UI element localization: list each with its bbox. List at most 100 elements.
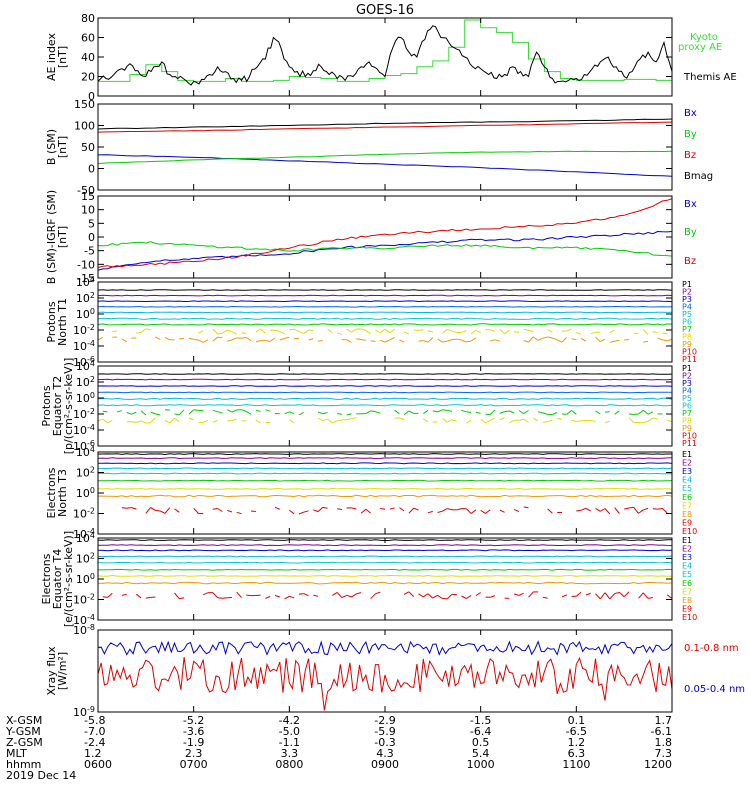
series-segment-e9 [126,507,132,509]
y-tick-label: 102 [76,375,95,389]
x-axis-value: 0800 [275,758,303,771]
plot-area-protons_t1 [98,289,672,343]
series-segment-e9 [217,508,223,512]
series-segment-p8 [169,417,175,424]
series-segment-p8 [164,419,171,424]
series-line-bz [98,198,672,268]
series-line-0.1-0.8-nm [98,656,672,711]
series-segment-p8 [217,332,223,335]
series-segment-p9 [556,339,563,343]
series-segment-p7 [174,413,180,416]
series-segment-p8 [604,420,610,424]
legend-e1: E1 [682,450,692,459]
x-axis-value: -5.2 [183,714,204,727]
series-line-kyoto-proxy-ae [98,19,672,82]
series-segment-p8 [274,329,280,332]
series-segment-e9 [427,510,433,514]
series-segment-e9 [475,592,481,597]
plot-area-electrons_t3 [98,453,672,515]
series-segment-e9 [102,596,108,598]
series-segment-p8 [662,332,668,335]
series-segment-p8 [576,332,582,335]
series-segment-p7 [509,410,515,414]
series-segment-p8 [590,419,596,422]
series-segment-e9 [399,507,405,512]
series-segment-e9 [609,593,615,600]
series-segment-e9 [547,508,553,514]
series-segment-e9 [437,510,443,513]
series-segment-e9 [351,593,357,598]
series-segment-p7 [437,409,443,413]
panel-frame [97,195,673,279]
series-segment-p9 [380,339,386,343]
series-segment-e9 [332,591,338,596]
x-axis-value: 1100 [562,758,590,771]
series-segment-p7 [150,411,156,415]
series-segment-p9 [580,338,587,342]
plot-area-protons_t2 [98,373,672,424]
series-segment-p9 [202,339,209,343]
x-axis-value: 0700 [180,758,208,771]
series-line-e4 [98,467,672,470]
y-axis-label: Xray flux [45,646,58,696]
series-segment-e9 [298,593,304,595]
series-line-e7 [98,487,672,490]
series-segment-e9 [638,592,644,599]
legend-bmag: Bmag [684,171,713,182]
series-segment-e9 [236,591,242,598]
legend-e3: E3 [682,467,692,476]
y-tick-label: 102 [76,552,95,566]
legend-e8: E8 [682,596,692,605]
series-segment-p9 [490,339,496,342]
legend-e7: E7 [682,501,692,510]
series-segment-p8 [222,329,228,334]
legend-p3: P3 [682,295,692,304]
series-segment-p7 [116,410,123,413]
series-segment-p7 [370,410,376,413]
series-segment-p8 [518,418,524,421]
series-segment-p8 [174,417,180,423]
series-segment-e9 [246,594,252,597]
series-segment-e9 [336,592,343,598]
series-segment-e9 [446,593,453,600]
series-segment-e9 [624,507,630,510]
y-axis-label: B (SM) [45,129,58,165]
series-line-p3 [98,385,672,387]
x-axis-value: -4.2 [279,714,300,727]
series-segment-p8 [227,329,233,332]
legend-e5: E5 [682,570,692,579]
series-segment-p8 [652,331,658,334]
series-segment-e9 [251,510,256,512]
y-tick-label: 5 [88,217,95,230]
series-segment-e9 [418,593,424,598]
legend-themis-ae: Themis AE [683,72,737,83]
series-segment-p7 [131,411,137,415]
x-axis-value: -0.3 [374,736,395,749]
y-tick-label: 100 [76,307,95,321]
series-segment-e9 [174,592,180,600]
series-segment-p8 [461,330,467,334]
series-segment-p8 [140,420,147,424]
series-segment-p9 [255,339,261,343]
y-tick-label: -5 [84,245,95,258]
legend-e3: E3 [682,553,692,562]
series-segment-e9 [466,594,472,599]
series-segment-e9 [561,594,567,598]
series-segment-e9 [174,508,180,513]
series-line-p4 [98,305,672,308]
series-segment-p8 [547,329,553,333]
series-segment-p9 [447,339,453,342]
series-segment-e9 [236,511,242,515]
series-segment-p8 [140,328,147,333]
series-segment-e9 [542,596,548,599]
series-line-e7 [98,574,672,577]
series-segment-p8 [509,419,515,424]
y-axis-label: North T1 [56,298,69,346]
series-segment-e9 [628,506,634,509]
panel-frame [97,103,673,191]
series-segment-e9 [337,508,342,510]
legend-proxy-ae: proxy AE [678,42,722,53]
series-segment-p9 [667,338,672,342]
series-segment-e9 [155,509,161,512]
